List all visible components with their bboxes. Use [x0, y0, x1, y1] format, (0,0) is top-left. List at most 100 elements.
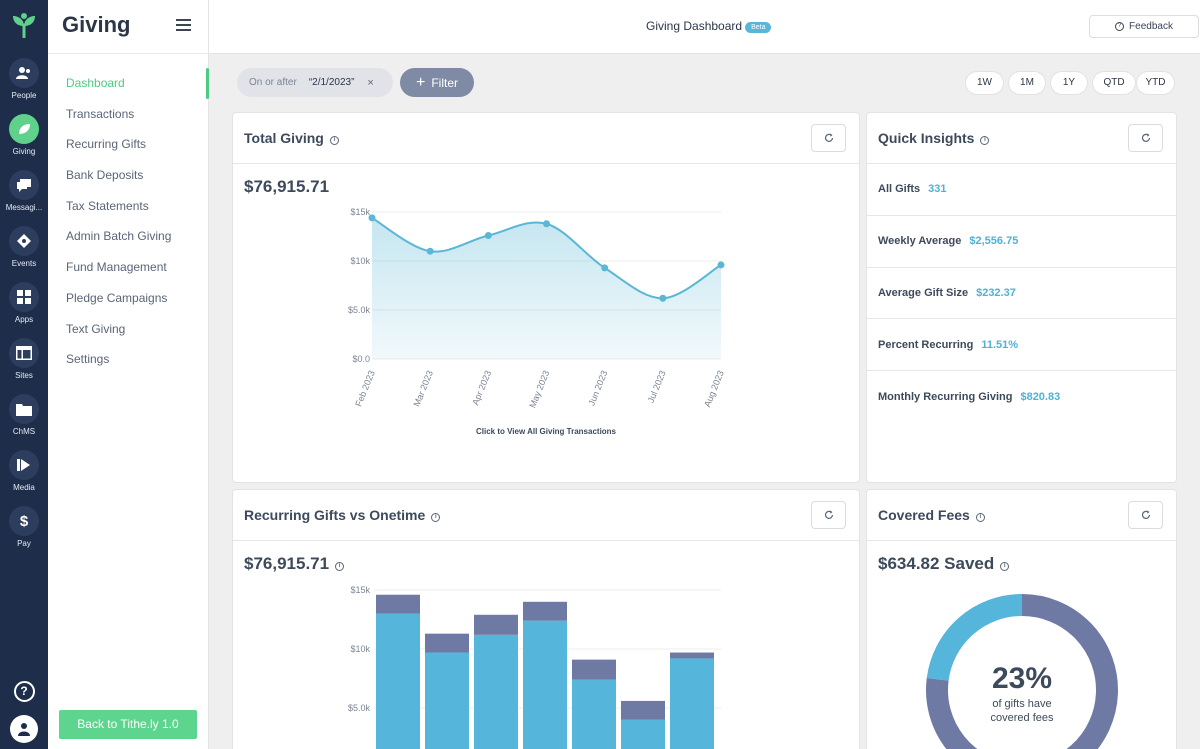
- total-giving-card: Total Giving i $76,915.71 $0.0 $5.0k $10k $1…: [233, 113, 859, 482]
- sidebar-item-tax-statements[interactable]: Tax Statements: [66, 198, 149, 213]
- filter-chip-value: “2/1/2023”: [308, 77, 355, 88]
- card-title: Quick Insights i: [878, 130, 990, 146]
- info-icon[interactable]: i: [431, 513, 441, 522]
- dollar-icon: $: [9, 506, 39, 536]
- view-transactions-link[interactable]: Click to View All Giving Transactions: [475, 427, 617, 436]
- sidebar-item-recurring-gifts[interactable]: Recurring Gifts: [66, 137, 147, 152]
- folder-icon: [9, 394, 39, 424]
- chat-icon: [9, 170, 39, 200]
- y-tick-label: $15k: [350, 207, 370, 217]
- rail-item-messaging[interactable]: Messagi...: [0, 170, 48, 212]
- feedback-button[interactable]: ? Feedback: [1089, 15, 1199, 38]
- info-icon[interactable]: i: [1000, 562, 1010, 571]
- range-qtd-button[interactable]: QTD: [1093, 72, 1135, 94]
- help-button[interactable]: ?: [0, 681, 48, 702]
- refresh-icon: [1141, 510, 1150, 519]
- rail-label: Media: [13, 483, 35, 492]
- y-tick-label: $5.0k: [348, 703, 371, 713]
- card-title: Covered Fees i: [878, 507, 985, 523]
- info-icon[interactable]: i: [329, 136, 339, 145]
- rail-label: Sites: [15, 371, 33, 380]
- bar-recurring: [474, 634, 518, 749]
- user-avatar[interactable]: [0, 715, 48, 743]
- y-tick-label: $10k: [350, 644, 370, 654]
- bar-onetime: [523, 601, 567, 621]
- sidebar-item-transactions[interactable]: Transactions: [66, 106, 135, 121]
- covered-fees-amount-text: $634.82 Saved: [878, 554, 995, 573]
- sidebar-item-settings[interactable]: Settings: [66, 352, 110, 367]
- plus-icon: +: [415, 73, 426, 91]
- page-title-text: Giving Dashboard: [646, 19, 743, 33]
- refresh-icon: [824, 133, 833, 142]
- donut-slice-covered: [926, 594, 1023, 682]
- feedback-label: Feedback: [1129, 21, 1173, 32]
- bar-recurring: [425, 652, 469, 749]
- sites-icon: [9, 338, 39, 368]
- sidebar-item-dashboard[interactable]: Dashboard: [48, 68, 209, 99]
- rail-item-chms[interactable]: ChMS: [0, 394, 48, 436]
- bar-onetime: [621, 700, 665, 720]
- insight-row-all-gifts: All Gifts 331: [867, 164, 1176, 216]
- info-icon[interactable]: i: [980, 136, 990, 145]
- close-icon[interactable]: ×: [367, 76, 374, 89]
- sidebar-item-text-giving[interactable]: Text Giving: [66, 321, 126, 336]
- card-header: Covered Fees i: [867, 490, 1176, 541]
- insight-row-percent-recurring: Percent Recurring 11.51%: [867, 319, 1176, 372]
- insight-row-weekly-average: Weekly Average $2,556.75: [867, 216, 1176, 268]
- rail-item-giving[interactable]: Giving: [0, 114, 48, 156]
- range-1y-button[interactable]: 1Y: [1051, 72, 1087, 94]
- refresh-icon: [824, 510, 833, 519]
- date-filter-chip[interactable]: On or after “2/1/2023” ×: [237, 68, 393, 97]
- card-header: Recurring Gifts vs Onetime i: [233, 490, 859, 541]
- range-1m-button[interactable]: 1M: [1009, 72, 1045, 94]
- x-tick-label: Feb 2023: [353, 369, 377, 408]
- add-filter-button[interactable]: + Filter: [400, 68, 474, 97]
- card-title: Total Giving i: [244, 130, 339, 146]
- bar-onetime: [474, 614, 518, 635]
- back-to-tithely-button[interactable]: Back to Tithe.ly 1.0: [59, 710, 197, 739]
- refresh-button[interactable]: [1128, 501, 1163, 529]
- info-icon[interactable]: i: [335, 562, 345, 571]
- area-fill: [372, 217, 721, 359]
- tithely-logo-icon[interactable]: [10, 12, 38, 40]
- insight-label: Average Gift Size: [878, 286, 969, 299]
- recurring-amount-text: $76,915.71: [244, 554, 330, 573]
- total-giving-chart[interactable]: $0.0 $5.0k $10k $15k Feb 2023 Mar 2023 Apr 202…: [233, 113, 859, 482]
- rail-item-people[interactable]: People: [0, 58, 48, 100]
- covered-fees-donut[interactable]: [867, 490, 1176, 749]
- rail-label: Pay: [17, 539, 31, 548]
- y-tick-label: $5.0k: [348, 305, 371, 315]
- filter-label: Filter: [431, 75, 458, 90]
- play-icon: [9, 450, 39, 480]
- recurring-vs-onetime-chart[interactable]: $5.0k $10k $15k: [233, 490, 859, 749]
- data-point: [601, 264, 609, 272]
- card-title: Recurring Gifts vs Onetime i: [244, 507, 441, 523]
- sidebar-item-pledge-campaigns[interactable]: Pledge Campaigns: [66, 290, 168, 305]
- sidebar-item-fund-management[interactable]: Fund Management: [66, 260, 167, 275]
- rail-item-sites[interactable]: Sites: [0, 338, 48, 380]
- app-rail: People Giving Messagi... Events Apps Sit…: [0, 0, 48, 749]
- insight-label: All Gifts: [878, 183, 921, 196]
- refresh-button[interactable]: [1128, 124, 1163, 152]
- donut-slice-uncovered: [926, 594, 1118, 749]
- insight-row-average-gift-size: Average Gift Size $232.37: [867, 268, 1176, 320]
- bar-recurring: [621, 719, 665, 749]
- data-point: [484, 232, 492, 240]
- covered-fees-caption-1: of gifts have: [992, 698, 1052, 710]
- sidebar-item-bank-deposits[interactable]: Bank Deposits: [66, 168, 144, 183]
- range-ytd-button[interactable]: YTD: [1137, 72, 1174, 94]
- rail-item-pay[interactable]: $ Pay: [0, 506, 48, 548]
- insight-value: $820.83: [1020, 391, 1061, 404]
- rail-item-media[interactable]: Media: [0, 450, 48, 492]
- hamburger-menu-icon[interactable]: [176, 19, 191, 31]
- refresh-button[interactable]: [811, 501, 846, 529]
- sidebar-item-admin-batch-giving[interactable]: Admin Batch Giving: [66, 229, 172, 244]
- refresh-button[interactable]: [811, 124, 846, 152]
- rail-item-events[interactable]: Events: [0, 226, 48, 268]
- info-icon[interactable]: i: [975, 513, 985, 522]
- insight-label: Percent Recurring: [878, 338, 974, 351]
- rail-label: Messagi...: [5, 203, 43, 212]
- rail-item-apps[interactable]: Apps: [0, 282, 48, 324]
- rail-label: ChMS: [12, 427, 36, 436]
- range-1w-button[interactable]: 1W: [966, 72, 1003, 94]
